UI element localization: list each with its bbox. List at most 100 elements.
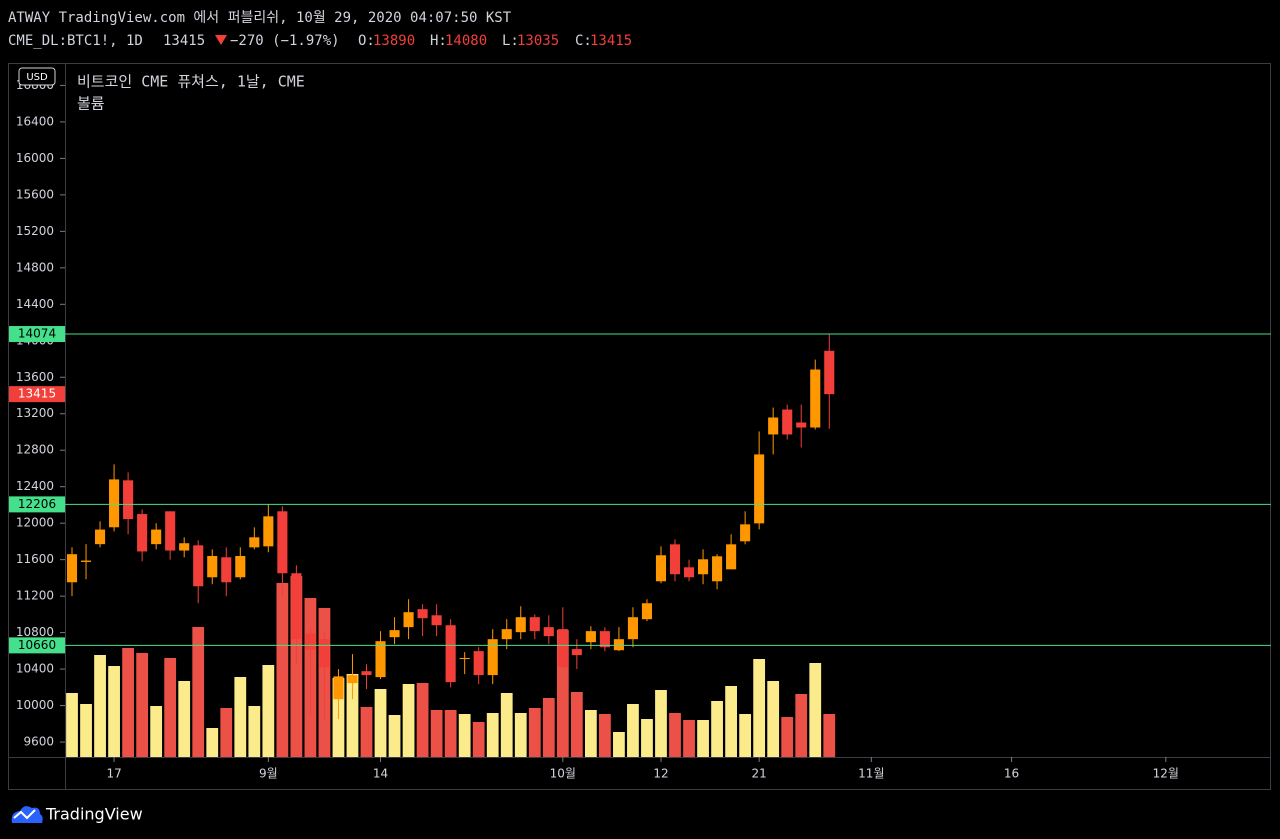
candle-body [95,529,106,545]
volume-bar [108,666,120,757]
candle-body [179,543,190,551]
x-tick-label: 9월 [259,767,278,781]
currency-badge [18,67,56,86]
y-tick-label: 13600 [16,370,54,384]
volume-bar [374,689,387,757]
candle-body [66,554,78,583]
y-tick-label: 12000 [16,516,54,530]
volume-bar [402,684,415,757]
last-price-label: 13415 [18,387,56,401]
plot: 9600 10000 10400 10800 11200 11600 12000 12400 1… [9,78,1271,781]
volume-bar [795,694,808,757]
candle-body [235,556,246,578]
candle-body [487,639,498,676]
candle-body [137,514,148,552]
chart-subtitle: 볼륨 [77,95,105,113]
price-marker [9,326,65,343]
y-tick-label: 11600 [16,552,54,566]
volume-bar [262,665,275,757]
last-price-marker [9,386,65,403]
volume-bar [683,720,695,757]
volume-bar [753,659,766,757]
x-tick-label: 12월 [1153,767,1179,781]
candle-body [824,350,835,395]
x-tick-label: 21 [752,767,767,781]
candle-body [221,557,232,583]
volume-bar [823,714,836,757]
volume-bar [809,663,822,757]
volume-bar [164,658,177,757]
volume-bar [711,701,723,757]
candle-body [165,511,176,551]
candle-body [361,671,372,676]
volume-bar [136,653,149,757]
candle-body [319,639,330,668]
volume-bar [248,706,261,757]
ohlc-label: O: [358,33,375,49]
y-tick-label: 15600 [16,187,54,201]
y-tick-label: 14800 [16,260,54,274]
volume-bar [94,655,106,757]
candle-body [347,675,358,684]
volume-bar [781,717,794,757]
candle-body [810,369,821,428]
candle-body [585,631,596,643]
volume-bar [416,683,429,757]
x-tick-label: 16 [1004,767,1019,781]
volume-bar [627,704,639,757]
volume-bar [458,714,471,757]
candle-body [431,615,442,626]
volume-bar [444,710,457,757]
x-tick-label: 14 [373,767,388,781]
volume-bar [220,708,233,757]
x-tick-label: 17 [106,767,121,781]
last-price: 13415 [163,33,205,49]
price-marker [9,496,65,513]
candle-body [207,556,218,578]
volume-bar [66,693,78,757]
candle-body [627,617,638,640]
candle-body [613,639,624,651]
candle-body [515,617,526,633]
logo-line [13,809,36,820]
volume-bar [486,713,499,757]
volume-bar [669,713,681,757]
volume-bar [739,714,752,757]
high-value: 14080 [445,33,487,49]
volume-bar [655,690,667,757]
volume-bar [388,715,401,757]
y-tick-label: 10000 [16,698,54,712]
candle-body [655,555,667,582]
candle-body [80,560,92,562]
candle-body [571,649,582,656]
candle-body [263,516,274,547]
currency: USD [26,72,48,83]
volume-bar [514,713,527,757]
volume-bar [556,630,569,757]
volume-bar [346,674,359,757]
y-tick-label: 11200 [16,589,54,603]
x-tick-label: 11월 [858,767,884,781]
y-tick-label: 10400 [16,662,54,676]
candle-body [403,612,414,628]
volume-bar [430,710,443,757]
volume-bar [290,576,303,757]
volume-bar [599,714,611,757]
candle-body [277,511,288,574]
candle-body [782,409,793,435]
y-tick-label: 16400 [16,114,54,128]
open-value: 13890 [373,33,415,49]
logo [11,806,43,823]
y-tick-label: 14400 [16,297,54,311]
low-value: 13035 [517,33,559,49]
price-marker-label: 12206 [18,497,56,511]
price-marker-label: 14074 [18,327,56,341]
volume-bar [725,686,737,757]
candle-body [123,480,134,520]
chart-frame [8,63,1271,790]
candle-body [109,479,120,528]
y-tick-label: 16000 [16,151,54,165]
change: −270 (−1.97%) [230,33,340,49]
price-marker-label: 10660 [18,638,56,652]
symbol: CME_DL:BTC1!, 1D [8,33,143,49]
